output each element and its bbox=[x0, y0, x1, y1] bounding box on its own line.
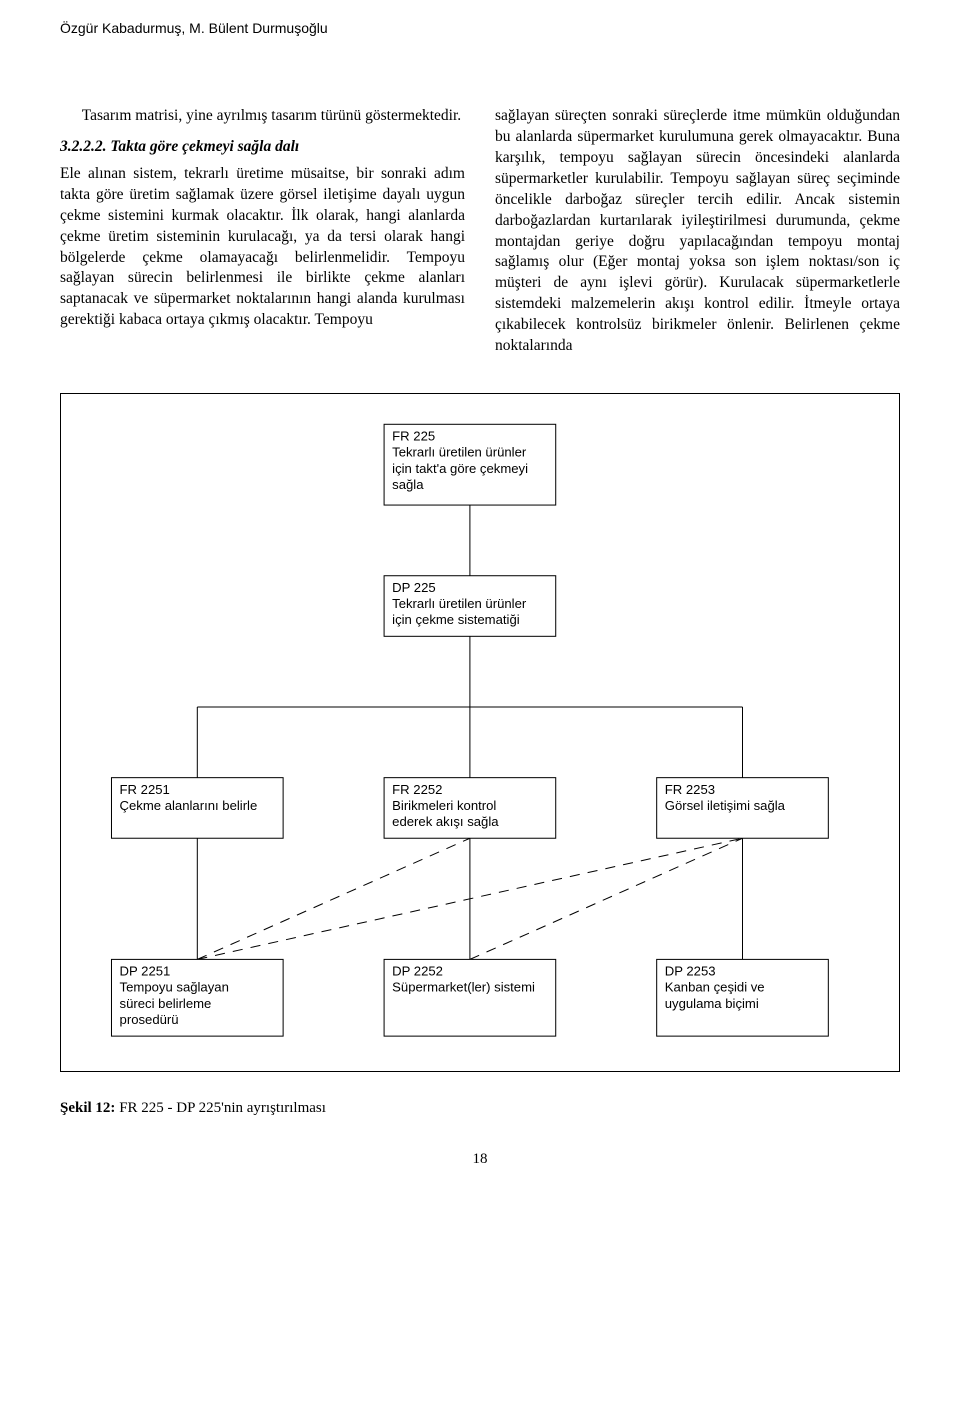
svg-text:Süpermarket(ler) sistemi: Süpermarket(ler) sistemi bbox=[392, 980, 535, 995]
svg-text:FR 2253: FR 2253 bbox=[665, 782, 715, 797]
svg-text:Çekme alanlarını belirle: Çekme alanlarını belirle bbox=[120, 798, 258, 813]
svg-text:DP 225: DP 225 bbox=[392, 580, 436, 595]
tree-diagram: FR 225Tekrarlı üretilen ürünleriçin takt… bbox=[61, 394, 899, 1070]
svg-text:FR 2251: FR 2251 bbox=[120, 782, 170, 797]
svg-text:DP 2251: DP 2251 bbox=[120, 964, 171, 979]
svg-text:FR 2252: FR 2252 bbox=[392, 782, 442, 797]
svg-text:DP 2253: DP 2253 bbox=[665, 964, 716, 979]
svg-text:Kanban çeşidi ve: Kanban çeşidi ve bbox=[665, 980, 765, 995]
svg-text:sağla: sağla bbox=[392, 477, 424, 492]
svg-text:FR 225: FR 225 bbox=[392, 429, 435, 444]
svg-text:süreci belirleme: süreci belirleme bbox=[120, 996, 212, 1011]
left-column: Tasarım matrisi, yine ayrılmış tasarım t… bbox=[60, 106, 465, 357]
intro-paragraph: Tasarım matrisi, yine ayrılmış tasarım t… bbox=[60, 106, 465, 127]
body-columns: Tasarım matrisi, yine ayrılmış tasarım t… bbox=[60, 106, 900, 357]
diagram-frame: FR 225Tekrarlı üretilen ürünleriçin takt… bbox=[60, 393, 900, 1071]
page-number: 18 bbox=[60, 1151, 900, 1168]
svg-text:ederek akışı sağla: ederek akışı sağla bbox=[392, 814, 499, 829]
svg-text:için takt'a göre çekmeyi: için takt'a göre çekmeyi bbox=[392, 461, 528, 476]
svg-text:prosedürü: prosedürü bbox=[120, 1012, 179, 1027]
running-head: Özgür Kabadurmuş, M. Bülent Durmuşoğlu bbox=[60, 20, 900, 36]
caption-text: FR 225 - DP 225'nin ayrıştırılması bbox=[115, 1100, 325, 1116]
right-column: sağlayan süreçten sonraki süreçlerde itm… bbox=[495, 106, 900, 357]
figure-caption: Şekil 12: FR 225 - DP 225'nin ayrıştırıl… bbox=[60, 1100, 900, 1117]
caption-label: Şekil 12: bbox=[60, 1100, 115, 1116]
body-right-paragraph: sağlayan süreçten sonraki süreçlerde itm… bbox=[495, 106, 900, 357]
page: Özgür Kabadurmuş, M. Bülent Durmuşoğlu T… bbox=[0, 0, 960, 1208]
svg-text:Tekrarlı üretilen ürünler: Tekrarlı üretilen ürünler bbox=[392, 596, 527, 611]
section-heading: 3.2.2.2. Takta göre çekmeyi sağla dalı bbox=[60, 137, 465, 158]
svg-text:Tekrarlı üretilen ürünler: Tekrarlı üretilen ürünler bbox=[392, 445, 527, 460]
svg-text:DP 2252: DP 2252 bbox=[392, 964, 443, 979]
svg-text:Görsel iletişimi sağla: Görsel iletişimi sağla bbox=[665, 798, 786, 813]
body-left-paragraph: Ele alınan sistem, tekrarlı üretime müsa… bbox=[60, 164, 465, 331]
svg-text:Tempoyu sağlayan: Tempoyu sağlayan bbox=[120, 980, 229, 995]
svg-text:için çekme sistematiği: için çekme sistematiği bbox=[392, 612, 520, 627]
svg-text:Birikmeleri kontrol: Birikmeleri kontrol bbox=[392, 798, 496, 813]
svg-text:uygulama biçimi: uygulama biçimi bbox=[665, 996, 759, 1011]
